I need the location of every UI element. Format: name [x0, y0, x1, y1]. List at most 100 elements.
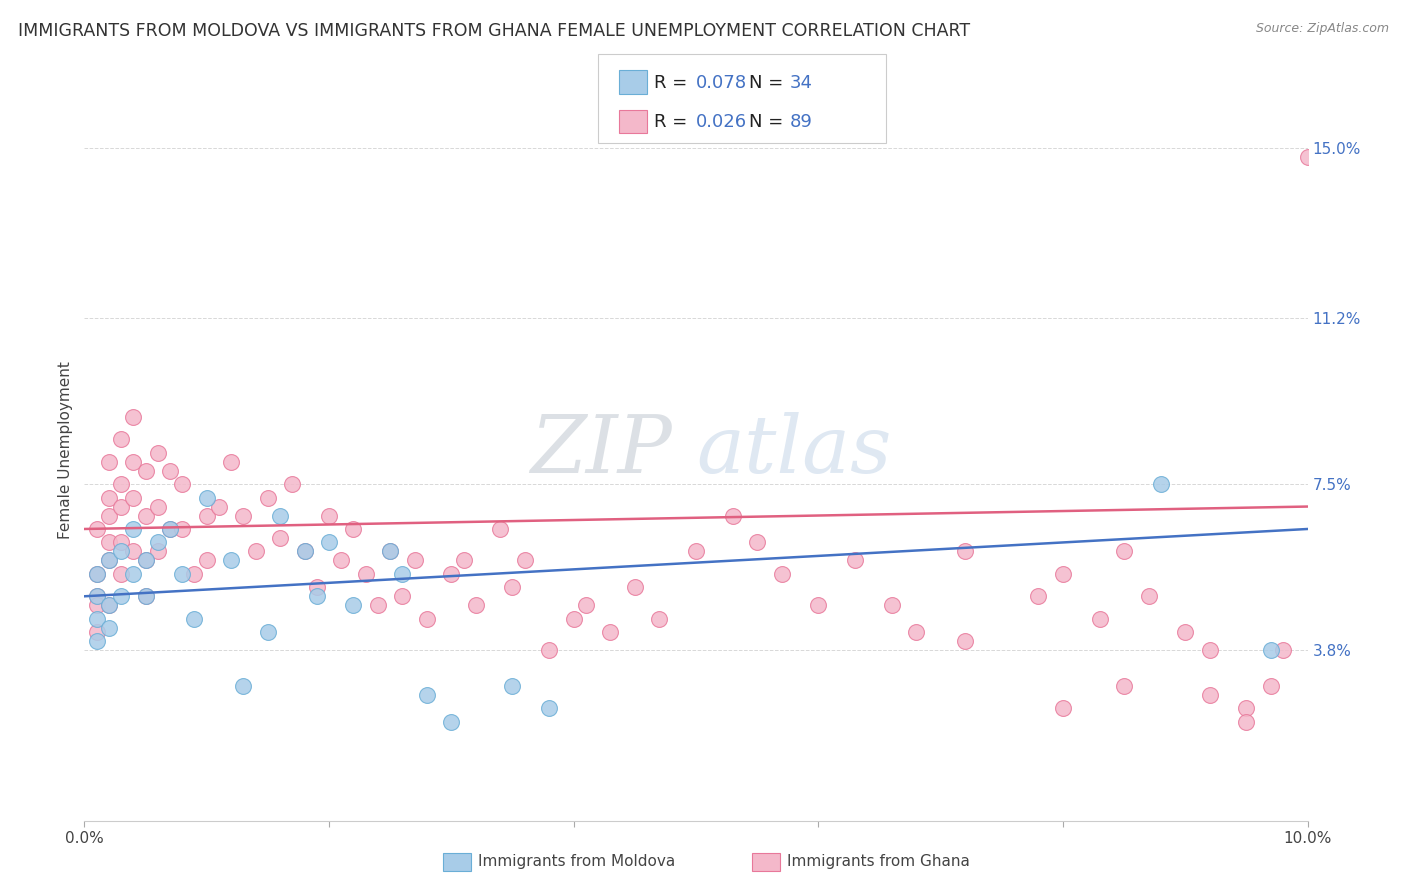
Text: N =: N =	[749, 113, 789, 131]
Text: 89: 89	[790, 113, 813, 131]
Point	[245, 544, 267, 558]
Point	[685, 544, 707, 558]
Point	[135, 508, 157, 523]
Point	[440, 566, 463, 581]
Point	[172, 522, 194, 536]
Point	[208, 500, 231, 514]
Point	[86, 566, 108, 581]
Text: Source: ZipAtlas.com: Source: ZipAtlas.com	[1256, 22, 1389, 36]
Text: R =: R =	[654, 113, 693, 131]
Text: atlas: atlas	[696, 412, 891, 489]
Point	[844, 553, 866, 567]
Point	[122, 544, 145, 558]
Point	[86, 522, 108, 536]
Point	[440, 714, 463, 729]
Point	[172, 477, 194, 491]
Point	[1174, 625, 1197, 640]
Point	[1114, 679, 1136, 693]
Y-axis label: Female Unemployment: Female Unemployment	[58, 361, 73, 540]
Point	[453, 553, 475, 567]
Point	[513, 553, 536, 567]
Point	[97, 455, 120, 469]
Point	[354, 566, 377, 581]
Point	[404, 553, 426, 567]
Point	[380, 544, 402, 558]
Point	[1260, 679, 1282, 693]
Point	[183, 566, 205, 581]
Point	[502, 580, 524, 594]
Point	[122, 566, 145, 581]
Point	[391, 589, 413, 603]
Point	[86, 589, 108, 603]
Point	[146, 544, 169, 558]
Point	[1052, 566, 1074, 581]
Point	[232, 508, 254, 523]
Point	[97, 553, 120, 567]
Point	[1088, 612, 1111, 626]
Point	[1260, 643, 1282, 657]
Point	[86, 589, 108, 603]
Point	[195, 508, 218, 523]
Point	[97, 491, 120, 505]
Point	[159, 522, 181, 536]
Point	[318, 508, 340, 523]
Point	[1198, 688, 1220, 702]
Point	[86, 612, 108, 626]
Point	[110, 544, 132, 558]
Point	[135, 553, 157, 567]
Point	[747, 535, 769, 549]
Point	[953, 544, 976, 558]
Point	[721, 508, 744, 523]
Point	[219, 553, 242, 567]
Point	[1137, 589, 1160, 603]
Point	[146, 535, 169, 549]
Point	[294, 544, 316, 558]
Point	[122, 409, 145, 424]
Point	[146, 500, 169, 514]
Point	[257, 625, 280, 640]
Point	[281, 477, 304, 491]
Point	[305, 589, 328, 603]
Point	[269, 508, 291, 523]
Point	[1114, 544, 1136, 558]
Point	[122, 522, 145, 536]
Text: Immigrants from Ghana: Immigrants from Ghana	[787, 855, 970, 869]
Point	[219, 455, 242, 469]
Point	[1052, 701, 1074, 715]
Point	[195, 491, 218, 505]
Point	[1028, 589, 1050, 603]
Point	[159, 522, 181, 536]
Point	[86, 625, 108, 640]
Point	[367, 599, 389, 613]
Point	[232, 679, 254, 693]
Point	[538, 643, 561, 657]
Text: Immigrants from Moldova: Immigrants from Moldova	[478, 855, 675, 869]
Point	[97, 508, 120, 523]
Point	[122, 455, 145, 469]
Point	[648, 612, 671, 626]
Point	[86, 634, 108, 648]
Point	[1150, 477, 1173, 491]
Point	[416, 612, 439, 626]
Point	[905, 625, 928, 640]
Point	[257, 491, 280, 505]
Point	[110, 500, 132, 514]
Point	[135, 464, 157, 478]
Point	[146, 446, 169, 460]
Text: N =: N =	[749, 74, 789, 92]
Point	[294, 544, 316, 558]
Point	[807, 599, 830, 613]
Point	[599, 625, 621, 640]
Point	[1236, 701, 1258, 715]
Point	[122, 491, 145, 505]
Point	[97, 599, 120, 613]
Point	[538, 701, 561, 715]
Point	[97, 553, 120, 567]
Point	[416, 688, 439, 702]
Point	[1296, 150, 1319, 164]
Point	[624, 580, 647, 594]
Point	[135, 589, 157, 603]
Point	[110, 432, 132, 446]
Point	[1236, 714, 1258, 729]
Point	[342, 522, 364, 536]
